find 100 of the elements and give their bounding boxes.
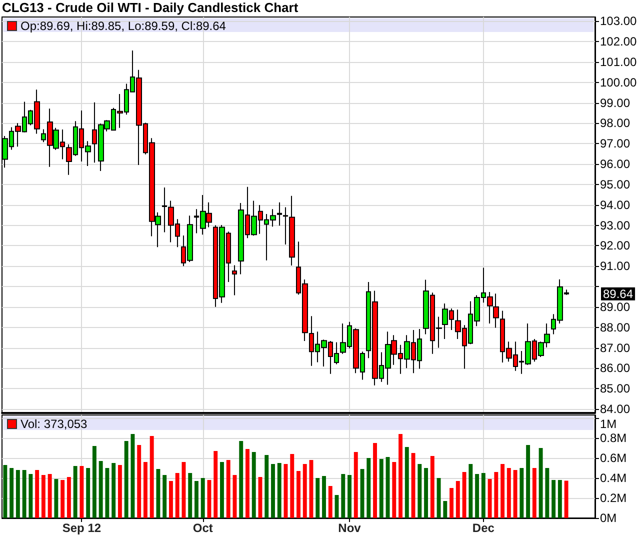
bar — [538, 448, 543, 518]
y-tick-label: 0.2M — [600, 491, 627, 505]
bar — [462, 472, 466, 518]
y-tick-label: 91.00 — [600, 259, 630, 274]
text: 89.64 — [603, 286, 634, 301]
candlestick — [283, 206, 288, 245]
bar — [200, 478, 205, 518]
bar — [500, 464, 505, 518]
bar — [526, 445, 530, 518]
candlestick — [277, 202, 282, 226]
bar — [41, 475, 46, 518]
bar — [392, 462, 396, 518]
bar — [175, 473, 180, 518]
bar — [80, 466, 84, 518]
candlestick — [162, 186, 167, 233]
bar — [73, 466, 78, 518]
bar — [398, 434, 402, 518]
bar — [430, 456, 434, 518]
legend-label: Op:89.69, Hi:89.85, Lo:89.59, Cl:89.64 — [20, 19, 226, 33]
y-tick-label: 0M — [600, 511, 617, 525]
x-tick-label: Sep 12 — [62, 521, 102, 535]
y-tick-label: 103.00 — [600, 14, 638, 28]
y-tick-label: 0.8M — [600, 431, 627, 445]
legend-label: Vol: 373,053 — [20, 417, 88, 431]
bar — [92, 446, 96, 518]
bar — [545, 468, 550, 518]
y-tick-label: 96.00 — [600, 157, 630, 171]
y-tick-label: 99.00 — [600, 96, 630, 110]
bar — [220, 462, 224, 518]
bar — [271, 464, 275, 518]
y-tick-label: 101.00 — [600, 54, 638, 69]
bar — [436, 478, 441, 518]
candlestick — [232, 264, 237, 296]
bar — [48, 474, 52, 518]
bar — [16, 470, 20, 518]
bar — [194, 481, 198, 518]
y-tick-label: 98.00 — [600, 116, 630, 130]
bar — [450, 488, 454, 518]
bar — [379, 459, 384, 518]
y-tick-label: 0.6M — [600, 451, 627, 465]
bar — [252, 452, 256, 518]
bar — [162, 475, 167, 518]
bar — [246, 449, 250, 518]
bar — [156, 469, 160, 518]
bar — [10, 468, 14, 518]
y-tick-label: 93.00 — [600, 218, 630, 232]
bar — [366, 458, 371, 518]
x-tick-label: Dec — [472, 521, 495, 535]
x-tick-label: Oct — [192, 521, 213, 535]
bar — [168, 481, 173, 518]
x-tick-label: Nov — [338, 521, 362, 535]
bar — [28, 474, 33, 518]
bar — [532, 468, 536, 518]
bar — [118, 465, 122, 518]
bar — [54, 479, 58, 518]
bar — [481, 473, 486, 518]
bar — [239, 441, 244, 518]
y-tick-label: 87.00 — [600, 340, 630, 355]
bar — [277, 463, 282, 518]
candlestick — [289, 195, 295, 266]
bar — [475, 474, 480, 518]
bar — [22, 470, 26, 518]
bar — [468, 464, 473, 518]
bar — [35, 470, 40, 518]
bar — [354, 452, 358, 518]
bar — [130, 434, 135, 518]
bar — [86, 468, 90, 518]
y-tick-label: 95.00 — [600, 177, 630, 192]
bar — [418, 464, 422, 518]
bar — [411, 453, 416, 518]
bar — [150, 436, 154, 518]
y-tick-label: 102.00 — [600, 34, 638, 48]
bar — [3, 465, 8, 518]
bar — [226, 460, 230, 518]
bar — [328, 486, 332, 518]
bar — [564, 480, 568, 518]
y-tick-label: 85.00 — [600, 382, 630, 396]
y-tick-label: 0.4M — [600, 471, 627, 485]
bar — [137, 445, 142, 518]
y-tick-label: 100.00 — [600, 75, 638, 90]
bar — [143, 462, 148, 518]
bar — [373, 443, 377, 518]
y-tick-label: 92.00 — [600, 238, 630, 253]
y-tick-label: 89.00 — [600, 300, 630, 314]
bar — [214, 451, 218, 518]
bar — [60, 480, 65, 518]
chart-title: CLG13 - Crude Oil WTI - Daily Candlestick Chart — [2, 0, 299, 15]
bar — [105, 468, 110, 518]
bar — [322, 476, 326, 518]
bar — [443, 501, 448, 518]
bar — [264, 455, 269, 518]
bar — [188, 473, 192, 518]
bar — [316, 478, 320, 518]
y-tick-label: 88.00 — [600, 320, 630, 334]
bar — [552, 480, 556, 518]
bar — [456, 481, 460, 518]
bar — [520, 468, 524, 518]
bar — [348, 475, 352, 518]
bar — [488, 479, 492, 518]
bar — [66, 477, 71, 518]
